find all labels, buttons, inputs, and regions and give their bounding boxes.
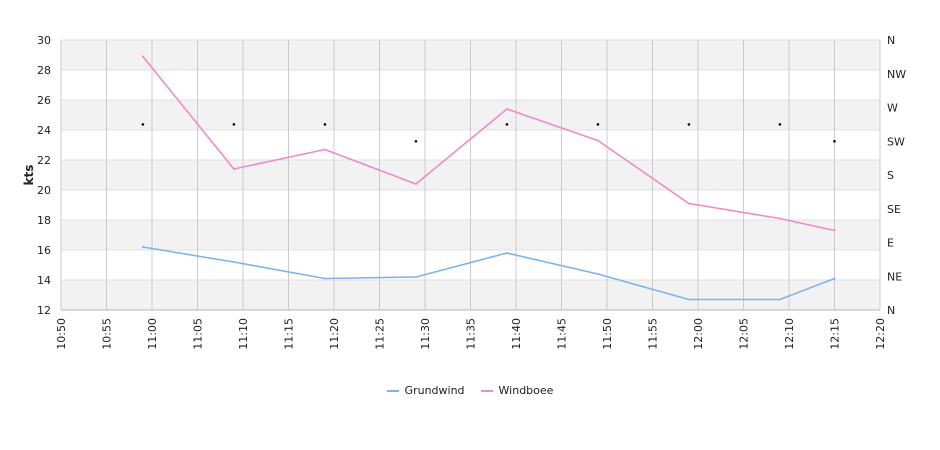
direction-point [833,139,836,143]
legend: Grundwind Windboee [0,384,940,397]
direction-axis-label: E [887,237,894,250]
y-tick-label: 16 [37,244,51,257]
data-point-windboee [687,202,690,205]
direction-point [141,123,145,126]
direction-point [414,139,418,143]
y-tick-label: 18 [37,214,51,227]
y-tick-label: 28 [37,64,51,77]
direction-point [596,123,600,126]
data-point-windboee [596,139,599,142]
x-tick-label: 12:15 [829,318,842,350]
data-point-windboee [141,55,144,58]
y-tick-label: 30 [37,34,51,47]
y-tick-label: 22 [37,154,51,167]
data-point-windboee [323,148,326,151]
legend-item-windboee[interactable]: Windboee [480,384,554,397]
wind-chart: 12 14 16 18 20 22 24 26 28 30 N NE E SE S SW W NW N 10:50 10… [22,34,906,350]
legend-label-grundwind: Grundwind [404,384,465,397]
legend-swatch-windboee [480,389,493,392]
direction-axis-label: N [887,34,895,47]
data-point-grundwind [778,298,781,301]
x-tick-label: 12:05 [738,318,751,350]
direction-point [505,123,509,126]
y-tick-label: 14 [37,274,51,287]
data-point-grundwind [414,276,417,278]
direction-axis-label: S [887,169,894,182]
x-tick-label: 11:05 [192,318,205,350]
y-tick-label: 12 [37,304,51,317]
x-tick-label: 11:45 [556,318,569,350]
data-point-windboee [232,168,235,170]
direction-point [687,123,691,126]
x-tick-label: 11:50 [601,318,614,350]
x-tick-label: 11:00 [146,318,159,350]
x-tick-label: 11:15 [283,318,296,350]
data-point-grundwind [596,273,599,275]
y-tick-label: 26 [37,94,51,107]
legend-label-windboee: Windboee [498,384,554,397]
legend-item-grundwind[interactable]: Grundwind [386,384,465,397]
data-point-grundwind [232,261,235,263]
data-point-windboee [833,229,836,232]
direction-point [778,123,782,126]
x-tick-label: 11:20 [328,318,341,350]
data-point-grundwind [687,298,690,301]
direction-axis-label: N [887,304,895,317]
data-point-windboee [505,108,508,110]
y-tick-label: 24 [37,124,51,137]
direction-axis-label: W [887,102,898,115]
y-axis-title: kts [22,165,36,186]
data-point-windboee [414,183,417,185]
x-tick-label: 11:10 [237,318,250,350]
data-point-grundwind [141,246,144,248]
x-tick-label: 12:10 [783,318,796,350]
data-point-grundwind [833,277,836,280]
series-line-windboee [142,55,835,232]
x-tick-label: 11:30 [419,318,432,350]
x-tick-label: 11:40 [510,318,523,350]
x-tick-label: 12:20 [874,318,887,350]
direction-point [232,123,236,126]
data-point-grundwind [505,252,508,254]
direction-axis-label: NW [887,68,906,81]
direction-axis-label: SE [887,203,901,216]
x-tick-label: 11:35 [465,318,478,350]
x-tick-label: 12:00 [692,318,705,350]
data-point-windboee [778,217,781,220]
legend-swatch-grundwind [386,389,399,392]
data-point-grundwind [323,277,326,280]
y-tick-label: 20 [37,184,51,197]
x-tick-label: 10:50 [55,318,68,350]
x-tick-label: 10:55 [101,318,114,350]
x-tick-label: 11:55 [647,318,660,350]
direction-axis-label: NE [887,270,902,283]
x-tick-label: 11:25 [374,318,387,350]
direction-point [323,123,327,126]
direction-axis-label: SW [887,135,905,148]
